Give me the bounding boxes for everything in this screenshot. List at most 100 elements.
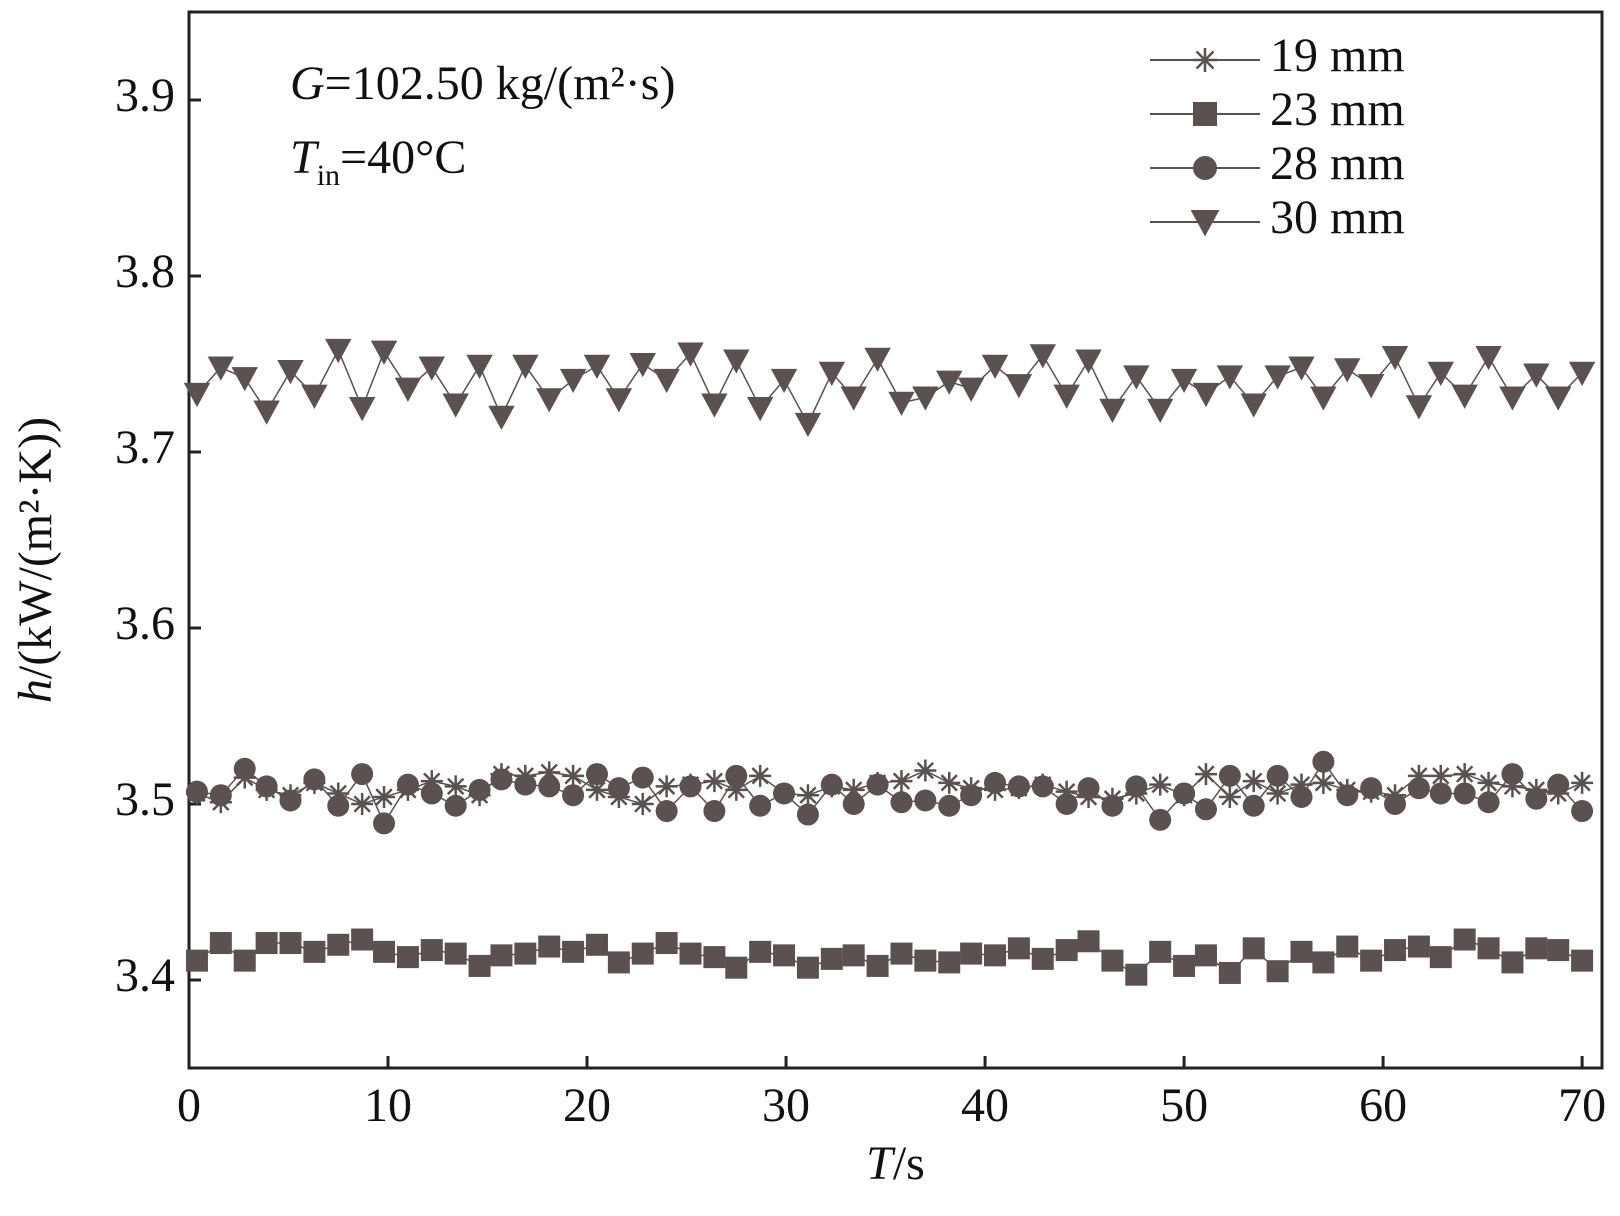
marker: [396, 946, 419, 969]
marker: [396, 773, 419, 796]
x-tick-label: 40: [961, 1079, 1009, 1132]
marker: [1477, 771, 1500, 794]
marker: [1123, 365, 1150, 390]
marker: [888, 391, 915, 416]
marker: [655, 800, 678, 823]
y-tick-label: 3.6: [115, 597, 175, 650]
marker: [984, 944, 1007, 967]
marker: [1146, 398, 1174, 423]
marker: [1099, 398, 1126, 423]
marker: [233, 949, 256, 972]
marker: [1242, 794, 1265, 817]
marker: [1501, 775, 1524, 798]
annotation-text: =102.50 kg/(m²·s): [325, 57, 676, 110]
marker: [279, 789, 302, 812]
marker: [1405, 395, 1433, 420]
marker: [1218, 785, 1241, 808]
marker: [1031, 775, 1054, 798]
marker: [255, 932, 278, 955]
marker: [1242, 937, 1265, 960]
marker: [746, 397, 774, 422]
marker: [1149, 773, 1172, 796]
x-tick-label: 20: [563, 1079, 611, 1132]
marker: [209, 784, 232, 807]
marker: [466, 354, 493, 379]
marker: [1055, 793, 1078, 815]
marker: [653, 368, 680, 394]
marker: [957, 377, 985, 402]
marker: [562, 940, 585, 963]
x-tick-label: 30: [762, 1079, 810, 1132]
x-axis-label-text: /s: [893, 1137, 925, 1190]
marker: [277, 360, 304, 385]
marker: [655, 775, 678, 798]
marker: [303, 768, 326, 791]
x-axis-label: T/s: [866, 1137, 925, 1190]
marker: [1429, 946, 1452, 969]
marker: [327, 794, 350, 817]
marker: [1194, 798, 1217, 821]
marker: [631, 766, 654, 789]
marker: [1101, 794, 1124, 817]
marker: [818, 361, 846, 386]
marker: [1453, 928, 1476, 951]
marker: [585, 933, 608, 956]
marker: [490, 768, 513, 791]
marker: [1336, 784, 1359, 807]
marker: [1571, 771, 1594, 794]
marker: [209, 932, 232, 955]
y-tick-label: 3.5: [115, 773, 175, 826]
marker: [538, 775, 561, 798]
legend-marker: [1193, 48, 1217, 72]
marker: [796, 784, 819, 807]
marker: [725, 778, 748, 801]
marker: [1547, 939, 1570, 962]
marker: [207, 356, 235, 381]
marker: [1053, 384, 1080, 409]
y-tick-label: 3.9: [115, 69, 175, 122]
marker: [679, 775, 702, 798]
y-axis-label: h/(kW/(m²·K)): [9, 417, 62, 703]
marker: [488, 405, 515, 430]
marker: [1475, 345, 1502, 371]
marker: [773, 782, 796, 805]
marker: [418, 356, 445, 381]
marker: [253, 400, 280, 425]
marker: [842, 793, 865, 815]
marker: [866, 773, 889, 796]
marker: [703, 946, 726, 969]
marker: [631, 942, 654, 965]
marker: [890, 770, 913, 793]
marker: [629, 353, 656, 378]
marker: [1055, 939, 1078, 962]
marker: [1334, 358, 1361, 383]
marker: [677, 342, 704, 367]
marker: [723, 349, 750, 374]
marker: [1218, 961, 1241, 984]
marker: [914, 789, 937, 812]
marker: [1125, 775, 1148, 798]
marker: [1451, 384, 1478, 409]
marker: [562, 784, 585, 807]
marker: [1523, 363, 1550, 388]
legend-label: 23 mm: [1270, 83, 1405, 136]
marker: [1242, 770, 1265, 793]
marker: [370, 340, 398, 365]
marker: [490, 944, 513, 967]
marker: [1501, 951, 1524, 974]
marker: [1007, 937, 1030, 960]
marker: [1290, 773, 1313, 796]
marker: [912, 386, 939, 411]
marker: [1525, 937, 1548, 960]
marker: [538, 761, 561, 784]
marker: [1407, 764, 1430, 787]
y-tick-label: 3.8: [115, 245, 175, 298]
marker: [840, 386, 867, 411]
marker: [631, 793, 654, 815]
marker: [442, 393, 469, 418]
marker: [514, 942, 537, 965]
x-tick-label: 60: [1359, 1079, 1407, 1132]
marker: [1360, 777, 1383, 800]
marker: [703, 770, 726, 793]
